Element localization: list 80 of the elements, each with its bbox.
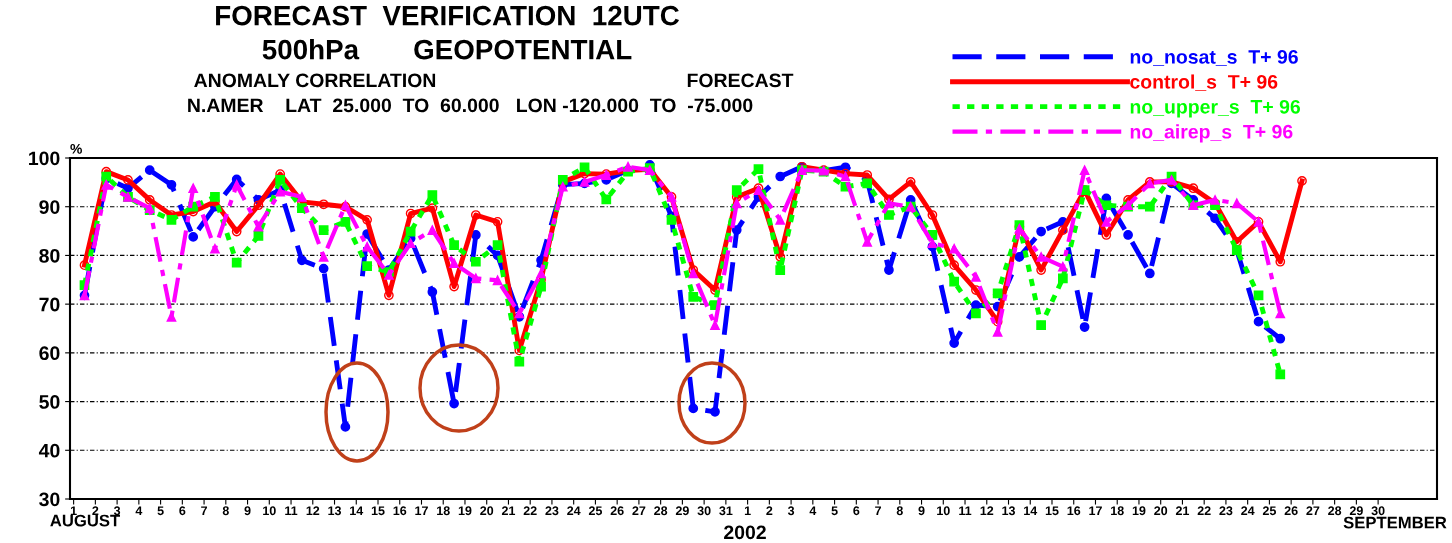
x-tick-label: 23 [545,506,559,516]
x-tick-label: 16 [1067,506,1081,516]
x-tick-label: 24 [567,506,581,515]
x-tick-label: 20 [480,506,494,516]
x-tick-label: 24 [1241,506,1255,515]
text: no_nosat_s T+ 96 [1130,50,1298,66]
chart-title: FORECAST VERIFICATION 12UTC [216,5,680,26]
x-tick-label: 1 [744,506,751,515]
y-tick-label: 90 [39,200,60,214]
y-tick-label: 100 [29,151,60,166]
x-tick-label: 10 [263,506,276,516]
x-tick-label: 18 [437,506,450,516]
x-tick-label: 31 [719,506,733,516]
x-tick-label: 7 [875,506,881,515]
x-tick-label: 15 [371,506,385,516]
x-tick-label: 21 [1175,506,1190,515]
x-tick-label: 14 [350,506,364,515]
x-tick-label: 5 [157,506,164,516]
x-tick-label: 10 [937,506,950,516]
x-tick-label: 13 [328,506,342,516]
x-tick-label: 23 [1219,506,1233,516]
x-tick-label: 15 [1045,506,1059,516]
x-tick-label: 4 [135,506,143,515]
x-tick-label: 14 [1024,506,1038,515]
x-tick-label: 3 [787,506,795,516]
x-tick-label: 28 [1328,506,1342,516]
x-tick-label: 12 [306,506,320,515]
x-tick-label: 27 [1306,506,1320,515]
text: no_upper_s T+ 96 [1130,99,1301,118]
x-tick-label: 27 [632,506,646,515]
x-tick-label: 4 [809,506,817,515]
x-tick-label: 25 [1262,506,1277,516]
x-tick-label: 29 [1349,506,1363,516]
x-tick-label: 19 [1132,506,1146,516]
x-tick-label: 26 [610,506,624,516]
x-tick-label: 11 [959,506,972,515]
text: FORECAST [687,73,794,88]
text: no_airep_s T+ 96 [1130,124,1293,143]
chart-subtitle: 500hPa GEOPOTENTIAL [262,39,632,60]
y-tick-label: 80 [39,248,60,263]
x-tick-label: 6 [179,506,186,516]
x-tick-label: 22 [523,506,537,515]
x-tick-label: 17 [1089,506,1102,515]
x-tick-label: 18 [1111,506,1124,516]
x-tick-label: 8 [896,506,903,516]
x-tick-label: 5 [831,506,838,516]
y-axis-title: % [70,143,82,154]
x-tick-label: 11 [285,506,298,515]
x-tick-label: 29 [675,506,689,516]
x-tick-label: 20 [1154,506,1168,516]
x-tick-label: 17 [415,506,428,515]
x-tick-label: 19 [458,506,472,516]
x-tick-label: 9 [244,506,251,516]
x-tick-label: 6 [853,506,860,516]
text: ANOMALY CORRELATION [194,73,436,88]
x-tick-label: 7 [201,506,207,515]
x-tick-label: 26 [1284,506,1298,516]
x-tick-label: 16 [393,506,407,516]
x-tick-label: 9 [918,506,925,516]
x-tick-label: 22 [1197,506,1211,515]
x-tick-label: 28 [654,506,668,516]
x-tick-label: 2 [92,506,99,515]
text: control_s T+ 96 [1130,74,1278,91]
x-tick-label: 13 [1002,506,1016,516]
y-tick-label: 50 [39,395,60,409]
y-tick-label: 60 [39,346,60,361]
x-tick-label: 2 [766,506,773,515]
text: AUGUST [50,514,121,527]
x-tick-label: 1 [70,506,77,515]
x-tick-label: 21 [501,506,516,515]
text: SEPTEMBER [1343,516,1447,529]
text: N.AMER LAT 25.000 TO 60.000 LON -120.000 TO -75.000 [188,98,753,113]
y-tick-label: 70 [39,297,60,312]
x-tick-label: 30 [697,506,711,516]
x-tick-label: 25 [588,506,603,516]
y-tick-label: 40 [38,443,60,458]
x-tick-label: 12 [980,506,994,515]
text: 2002 [724,525,766,540]
x-tick-label: 8 [222,506,229,516]
x-tick-label: 30 [1371,506,1385,516]
